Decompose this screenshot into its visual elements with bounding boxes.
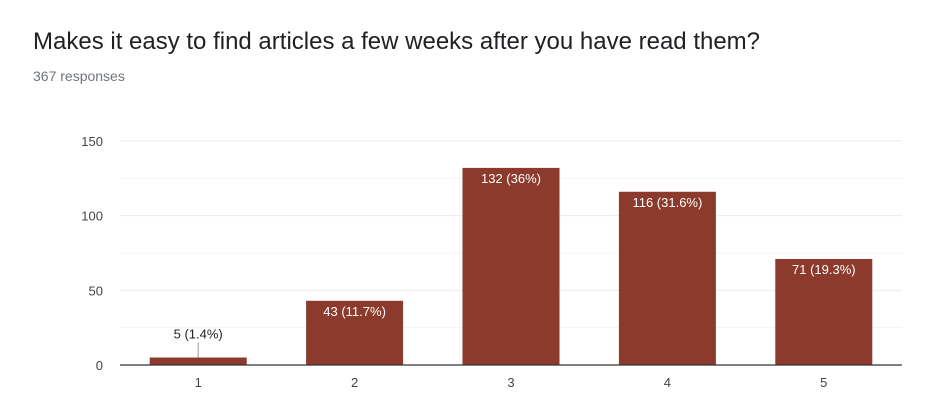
bar bbox=[775, 258, 873, 365]
x-tick-label: 1 bbox=[195, 375, 202, 390]
data-label: 71 (19.3%) bbox=[792, 262, 856, 277]
x-tick-label: 2 bbox=[351, 375, 358, 390]
y-tick-label: 150 bbox=[81, 134, 103, 149]
bar bbox=[149, 357, 247, 365]
bar bbox=[306, 300, 404, 365]
response-count: 367 responses bbox=[33, 68, 125, 84]
bar bbox=[618, 191, 716, 365]
question-title: Makes it easy to find articles a few wee… bbox=[33, 28, 761, 55]
x-tick-label: 5 bbox=[820, 375, 827, 390]
y-tick-label: 0 bbox=[96, 358, 103, 373]
data-label: 5 (1.4%) bbox=[174, 327, 223, 342]
data-label: 132 (36%) bbox=[481, 171, 541, 186]
data-label: 43 (11.7%) bbox=[323, 304, 386, 319]
y-tick-label: 100 bbox=[81, 209, 103, 224]
y-tick-label: 50 bbox=[89, 283, 103, 298]
data-label: 116 (31.6%) bbox=[632, 195, 702, 210]
bar bbox=[462, 167, 560, 365]
x-tick-label: 3 bbox=[507, 375, 514, 390]
x-tick-label: 4 bbox=[664, 375, 671, 390]
